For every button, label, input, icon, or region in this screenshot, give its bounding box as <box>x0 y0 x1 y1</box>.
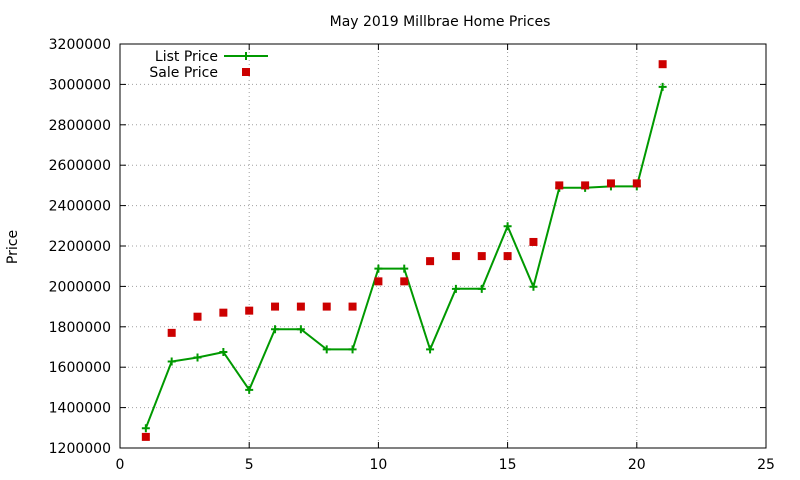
data-point <box>529 237 538 246</box>
series-1 <box>141 82 667 433</box>
x-tick-label: 15 <box>499 457 517 473</box>
data-point <box>219 308 228 317</box>
y-tick-label: 3200000 <box>49 37 111 53</box>
y-tick-label: 1800000 <box>49 320 111 336</box>
data-point <box>503 222 512 231</box>
data-point <box>271 325 280 334</box>
y-tick-label: 1600000 <box>49 360 111 376</box>
y-tick-label: 2800000 <box>49 118 111 134</box>
x-tick-label: 20 <box>628 457 646 473</box>
y-tick-label: 1200000 <box>49 441 111 457</box>
legend-label: Sale Price <box>149 65 218 81</box>
data-point <box>658 60 667 69</box>
data-point <box>245 385 254 394</box>
data-point <box>193 312 202 321</box>
data-point <box>477 252 486 261</box>
data-point <box>141 424 150 433</box>
data-point <box>555 181 564 190</box>
y-tick-label: 2400000 <box>49 199 111 215</box>
data-point <box>400 264 409 273</box>
data-point <box>632 179 641 188</box>
data-point <box>167 328 176 337</box>
y-tick-label: 2600000 <box>49 158 111 174</box>
data-point <box>245 306 254 315</box>
data-point <box>374 264 383 273</box>
data-point <box>296 302 305 311</box>
plot-frame <box>119 43 767 449</box>
data-point <box>426 257 435 266</box>
data-point <box>374 277 383 286</box>
legend-label: List Price <box>155 49 218 65</box>
y-axis-label: Price <box>5 230 21 264</box>
data-point <box>529 282 538 291</box>
data-point <box>167 357 176 366</box>
data-point <box>296 325 305 334</box>
data-point <box>658 82 667 91</box>
data-point <box>219 348 228 357</box>
data-point <box>400 277 409 286</box>
data-point <box>322 345 331 354</box>
series-line <box>144 86 664 429</box>
data-point <box>348 302 357 311</box>
chart-title: May 2019 Millbrae Home Prices <box>330 14 551 30</box>
x-tick-label: 10 <box>369 457 387 473</box>
legend-marker <box>242 68 250 76</box>
data-point <box>271 302 280 311</box>
data-point <box>581 181 590 190</box>
grid <box>120 44 766 448</box>
data-point <box>451 284 460 293</box>
series-layer <box>141 60 667 441</box>
y-tick-label: 2200000 <box>49 239 111 255</box>
x-tick-label: 0 <box>116 457 125 473</box>
data-point <box>193 353 202 362</box>
data-point <box>451 252 460 261</box>
data-point <box>348 345 357 354</box>
y-tick-label: 3000000 <box>49 77 111 93</box>
y-tick-label: 2000000 <box>49 279 111 295</box>
series-2 <box>141 60 667 441</box>
data-point <box>141 432 150 441</box>
legend-marker <box>242 52 250 60</box>
y-tick-label: 1400000 <box>49 401 111 417</box>
x-tick-label: 25 <box>757 457 775 473</box>
axis-ticks: 1200000 1400000 1600000 1800000 2000000 22000… <box>49 37 775 473</box>
x-tick-label: 5 <box>245 457 254 473</box>
data-point <box>426 345 435 354</box>
data-point <box>322 302 331 311</box>
data-point <box>606 179 615 188</box>
data-point <box>503 252 512 261</box>
data-point <box>477 284 486 293</box>
